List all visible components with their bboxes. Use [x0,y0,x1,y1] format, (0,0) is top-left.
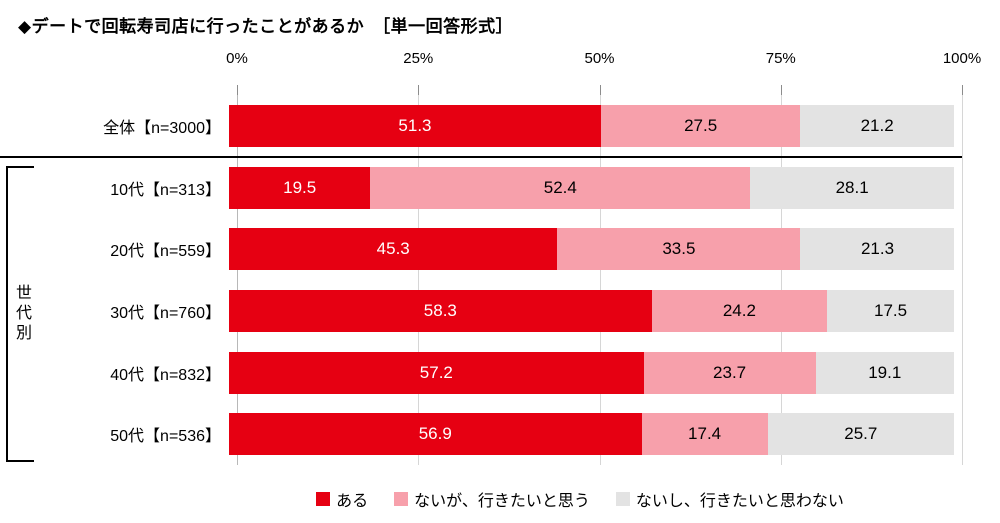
chart-row: 10代【n=313】 19.5 52.4 28.1 [0,157,962,219]
chart-row: 40代【n=832】 57.2 23.7 19.1 [0,342,962,404]
legend-swatch-red [316,492,331,506]
axis-tickmark [962,85,963,95]
gridline-50 [599,95,601,465]
row-label: 全体【n=3000】 [103,119,221,137]
axis-tickmark [237,85,238,95]
bar-segment-aru: 45.3 [229,228,558,271]
bar-segment-naiga-ikitai: 27.5 [600,104,801,147]
bar-track: 58.3 24.2 17.5 [229,289,954,332]
gridline-75 [780,95,782,465]
row-label: 20代【n=559】 [110,243,221,261]
bar-segment-naiga-ikitai: 24.2 [651,289,828,332]
axis-tickmark [780,85,782,95]
bar-segment-naishi-omowanai: 17.5 [827,289,954,332]
axis-tick-75: 75% [765,50,796,67]
gridline-0 [237,95,238,465]
legend-item-naiga-ikitai: ないが、行きたいと思う [394,487,590,511]
row-label: 10代【n=313】 [110,181,221,199]
bar-segment-naishi-omowanai: 28.1 [750,166,954,209]
axis-tick-100: 100% [942,50,982,67]
bar-segment-aru: 51.3 [229,104,601,147]
row-label: 30代【n=760】 [110,304,221,322]
legend-label: ないし、行きたいと思わない [635,493,844,510]
bar-segment-aru: 56.9 [229,413,642,456]
chart-row: 全体【n=3000】 51.3 27.5 21.2 [0,95,962,157]
bar-segment-naishi-omowanai: 21.3 [800,228,954,271]
bar-track: 45.3 33.5 21.3 [229,228,954,271]
chart-row: 50代【n=536】 56.9 17.4 25.7 [0,403,962,465]
legend: ある ないが、行きたいと思う ないし、行きたいと思わない [180,487,980,511]
chart-title: ◆デートで回転寿司店に行ったことがあるか ［単一回答形式］ [18,17,514,36]
bar-track: 57.2 23.7 19.1 [229,351,954,394]
legend-swatch-pink [394,492,409,506]
legend-swatch-gray [615,492,630,506]
bar-track: 19.5 52.4 28.1 [229,166,954,209]
generation-bracket: 世代別 [6,166,34,462]
legend-item-naishi-omowanai: ないし、行きたいと思わない [615,487,844,511]
gridline-100 [962,95,963,465]
bar-segment-aru: 58.3 [229,289,652,332]
plot-grid [237,85,963,465]
legend-label: ある [336,493,369,510]
axis-tick-0: 0% [226,50,248,67]
chart-rows: 全体【n=3000】 51.3 27.5 21.2 10代【n=313】 19.5 52.4… [0,95,962,465]
axis-tickmark [418,85,420,95]
legend-item-aru: ある [316,487,368,511]
row-label: 50代【n=536】 [110,428,221,446]
chart-row: 30代【n=760】 58.3 24.2 17.5 [0,280,962,342]
axis-tickmark [599,85,601,95]
axis-tick-50: 50% [584,50,615,67]
bar-segment-naiga-ikitai: 17.4 [641,413,768,456]
generation-group-label: 世代別 [13,284,30,344]
legend-label: ないが、行きたいと思う [414,493,590,510]
bar-segment-naishi-omowanai: 19.1 [815,351,954,394]
chart-row: 20代【n=559】 45.3 33.5 21.3 [0,218,962,280]
bar-segment-aru: 57.2 [229,351,644,394]
gridline-25 [418,95,420,465]
row-label: 40代【n=832】 [110,366,221,384]
bar-track: 56.9 17.4 25.7 [229,413,954,456]
total-group-separator [0,156,962,158]
bar-segment-aru: 19.5 [229,166,371,209]
bar-track: 51.3 27.5 21.2 [229,104,954,147]
x-axis: 0% 25% 50% 75% 100% [226,50,981,70]
bar-segment-naiga-ikitai: 23.7 [643,351,816,394]
bar-segment-naiga-ikitai: 33.5 [557,228,801,271]
bar-segment-naiga-ikitai: 52.4 [370,166,751,209]
bar-segment-naishi-omowanai: 21.2 [800,104,954,147]
axis-tick-25: 25% [403,50,434,67]
bar-segment-naishi-omowanai: 25.7 [767,413,954,456]
